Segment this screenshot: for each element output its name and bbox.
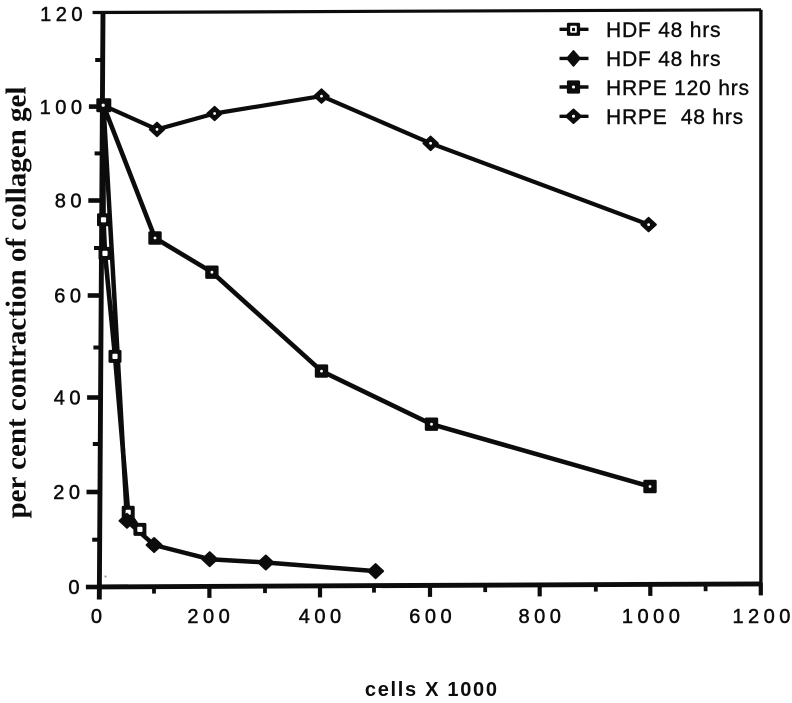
svg-text:80: 80 (55, 191, 86, 213)
svg-text:100: 100 (40, 97, 87, 119)
svg-text:120: 120 (40, 4, 87, 26)
svg-text:20: 20 (53, 482, 84, 504)
svg-text:1200: 1200 (732, 606, 792, 628)
svg-text:0: 0 (68, 577, 84, 599)
svg-text:HRPE 120 hrs: HRPE 120 hrs (606, 77, 750, 100)
svg-text:800: 800 (518, 606, 565, 628)
svg-text:cells X 1000: cells X 1000 (365, 679, 499, 701)
svg-text:HDF 48 hrs: HDF 48 hrs (606, 19, 721, 42)
svg-text:600: 600 (409, 606, 456, 628)
svg-text:HDF 48 hrs: HDF 48 hrs (606, 48, 721, 71)
svg-text:1000: 1000 (622, 606, 685, 628)
svg-text:400: 400 (299, 606, 346, 628)
svg-text:200: 200 (187, 606, 234, 628)
svg-text:per cent contraction of collag: per cent contraction of collagen gel (1, 87, 33, 519)
svg-text:40: 40 (54, 388, 85, 410)
svg-text:0: 0 (91, 606, 107, 628)
svg-text:60: 60 (54, 286, 85, 308)
svg-text:HRPE 48 hrs: HRPE 48 hrs (606, 106, 744, 129)
